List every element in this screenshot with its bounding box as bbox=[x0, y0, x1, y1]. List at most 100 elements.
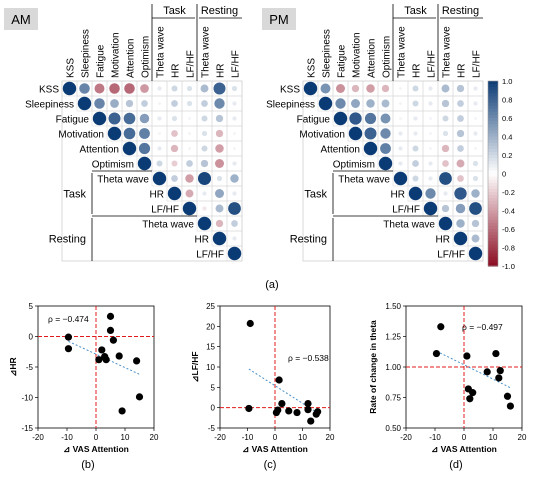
colorbar-swatch bbox=[488, 213, 498, 218]
y-tick-label: 20 bbox=[206, 322, 215, 331]
data-point bbox=[106, 312, 115, 320]
heatmap-circle bbox=[381, 99, 390, 108]
x-tick-label: 10 bbox=[121, 433, 130, 442]
colorbar-swatch bbox=[488, 219, 498, 224]
heatmap-circle bbox=[227, 246, 242, 261]
heatmap-circle bbox=[232, 116, 237, 121]
heatmap-col-label: Attention bbox=[367, 39, 378, 78]
y-tick-label: 1.25 bbox=[385, 333, 401, 342]
heatmap-circle bbox=[182, 201, 197, 216]
colorbar-swatch bbox=[488, 192, 498, 196]
heatmap-circle bbox=[456, 159, 465, 168]
x-tick-label: -10 bbox=[429, 433, 441, 442]
heatmap-circle bbox=[171, 100, 178, 107]
colorbar-tick-label: -0.2 bbox=[502, 188, 515, 197]
data-point bbox=[95, 356, 103, 364]
data-point bbox=[506, 402, 514, 410]
heatmap-circle bbox=[125, 99, 134, 108]
heatmap-circle bbox=[457, 145, 464, 152]
colorbar-border bbox=[487, 80, 499, 267]
heatmap-col-label: LF/HF bbox=[186, 50, 197, 78]
x-tick-label: 20 bbox=[518, 433, 527, 442]
scatter-d: -20 -10 0 10 20 0.50 0.75 1.00 1.25 1.50 ρ = −0.49… bbox=[368, 302, 527, 454]
colorbar-swatch bbox=[488, 151, 498, 156]
heatmap-col-label: HR bbox=[171, 64, 182, 78]
heatmap-circle bbox=[439, 172, 452, 185]
heatmap-circle bbox=[472, 175, 479, 182]
colorbar-swatch bbox=[488, 158, 498, 162]
heatmap-circle bbox=[62, 81, 77, 96]
heatmap-circle bbox=[364, 112, 377, 125]
colorbar-swatch bbox=[488, 108, 498, 113]
heatmap-circle bbox=[442, 160, 449, 167]
colorbar-swatch bbox=[488, 256, 498, 261]
heatmap-col-label: LF/HF bbox=[427, 50, 438, 78]
colorbar-swatch bbox=[488, 201, 498, 205]
heatmap-col-label: KSS bbox=[307, 58, 318, 78]
y-tick-label: 0 bbox=[211, 404, 216, 413]
x-tick-label: -10 bbox=[61, 433, 73, 442]
trend-line bbox=[68, 340, 140, 375]
heatmap-circle bbox=[456, 219, 465, 228]
trend-line bbox=[436, 350, 511, 389]
heatmap-circle bbox=[320, 83, 331, 94]
y-tick-label: 1.00 bbox=[385, 363, 401, 372]
heatmap-circle bbox=[429, 147, 432, 150]
heatmap-task-col-label: Task bbox=[163, 5, 186, 17]
colorbar-swatch bbox=[488, 87, 498, 91]
colorbar-swatch bbox=[488, 105, 498, 110]
colorbar-tick-label: -0.8 bbox=[502, 244, 515, 253]
y-tick-label: 0.75 bbox=[385, 394, 401, 403]
data-point bbox=[274, 406, 282, 414]
heatmap-circle bbox=[428, 161, 433, 166]
heatmap-row-label: Sleepiness bbox=[25, 100, 74, 111]
heatmap-row-label: Optimism bbox=[333, 160, 375, 171]
heatmap-circle bbox=[363, 141, 378, 156]
heatmap-circle bbox=[201, 115, 208, 122]
colorbar-swatch bbox=[488, 241, 498, 246]
data-point bbox=[469, 389, 477, 397]
heatmap-circle bbox=[107, 126, 122, 141]
x-tick-label: 0 bbox=[94, 433, 99, 442]
heatmap-row-label: Fatigue bbox=[56, 115, 90, 126]
data-point bbox=[483, 368, 491, 376]
data-point bbox=[432, 349, 441, 358]
x-tick-label: 0 bbox=[462, 433, 467, 442]
heatmap-circle bbox=[366, 84, 375, 93]
data-point bbox=[106, 326, 115, 334]
heatmap-circle bbox=[157, 116, 162, 121]
colorbar-swatch bbox=[488, 142, 498, 147]
heatmap-circle bbox=[188, 117, 191, 120]
colorbar-swatch bbox=[488, 155, 498, 159]
heatmap-col-label: LF/HF bbox=[231, 50, 242, 78]
heatmap-am: AM KSS Sleepiness Fatigue Motivation Attentio… bbox=[4, 4, 243, 262]
heatmap-circle bbox=[441, 99, 450, 108]
heatmap-circle bbox=[141, 100, 148, 107]
heatmap-circle bbox=[158, 132, 161, 135]
heatmap-circle bbox=[399, 117, 402, 120]
x-tick-label: -20 bbox=[32, 433, 44, 442]
colorbar-swatch bbox=[488, 179, 498, 184]
y-tick-label: 0 bbox=[29, 333, 34, 342]
heatmap-circle bbox=[333, 111, 348, 126]
heatmap-col-label: Theta wave bbox=[397, 26, 408, 78]
colorbar-swatch bbox=[488, 173, 498, 178]
heatmap-circle bbox=[425, 188, 436, 199]
heatmap-circle bbox=[156, 160, 163, 167]
heatmap-circle bbox=[428, 176, 433, 181]
data-point bbox=[98, 346, 106, 354]
data-point bbox=[463, 352, 471, 360]
heatmap-circle bbox=[171, 130, 178, 137]
heatmap-circle bbox=[138, 142, 151, 155]
colorbar-swatch bbox=[488, 167, 498, 172]
heatmap-circle bbox=[443, 191, 448, 196]
scatter-c: -20 -10 0 10 20 -5 0 5 10 15 20 25 ρ = −0.538 ⊿ VAS A… bbox=[190, 302, 335, 454]
heatmap-circle bbox=[473, 131, 478, 136]
heatmap-resting-row-label: Resting bbox=[49, 234, 86, 246]
heatmap-circle bbox=[442, 115, 449, 122]
colorbar-swatch bbox=[488, 253, 498, 258]
heatmap-circle bbox=[139, 128, 150, 139]
heatmap-circle bbox=[108, 112, 121, 125]
colorbar-swatch bbox=[488, 93, 498, 98]
heatmap-circle bbox=[413, 131, 418, 136]
